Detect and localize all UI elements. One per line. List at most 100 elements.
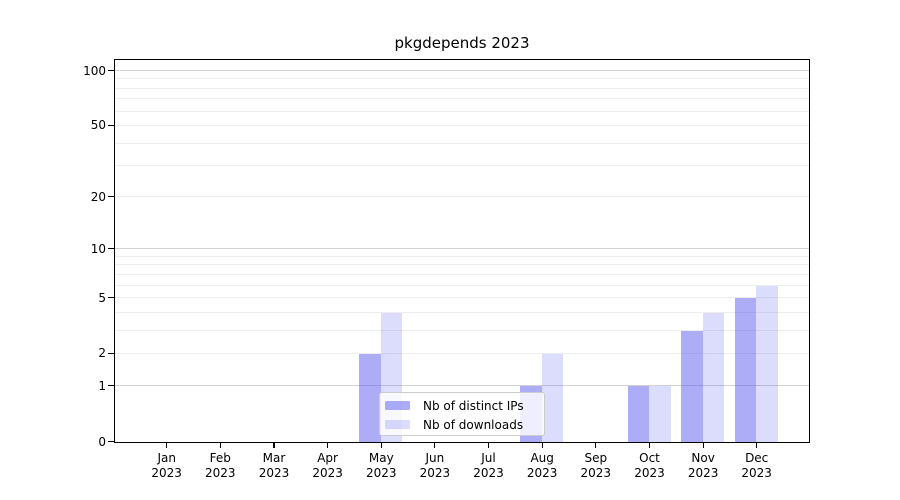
x-tick-month: Jul xyxy=(481,451,496,465)
x-tick-label: Jan 2023 xyxy=(135,451,199,481)
x-tick-month: May xyxy=(368,451,394,465)
x-tick-mark xyxy=(166,443,168,448)
y-gridline-minor xyxy=(115,98,809,100)
x-tick-mark xyxy=(380,443,382,448)
x-tick-year: 2023 xyxy=(741,466,772,480)
plot-area: Nb of distinct IPs Nb of downloads xyxy=(114,59,810,443)
x-tick-year: 2023 xyxy=(526,466,558,480)
y-tick-mark xyxy=(108,385,114,387)
x-tick-year: 2023 xyxy=(473,466,504,480)
x-tick-year: 2023 xyxy=(580,466,612,480)
bar-downloads xyxy=(649,386,671,442)
x-tick-month: Jan xyxy=(157,451,176,465)
x-tick-year: 2023 xyxy=(258,466,290,480)
x-tick-label: Nov 2023 xyxy=(671,451,735,481)
x-tick-label: Feb 2023 xyxy=(188,451,252,481)
y-gridline-minor xyxy=(115,297,809,298)
x-tick-label: Aug 2023 xyxy=(510,451,574,481)
x-tick-mark xyxy=(327,443,329,448)
bar-downloads xyxy=(541,353,564,442)
x-tick-year: 2023 xyxy=(312,466,343,480)
x-tick-label: Apr 2023 xyxy=(296,451,360,481)
y-tick-label: 2 xyxy=(98,346,106,361)
legend-item-distinct-ips: Nb of distinct IPs xyxy=(385,396,544,415)
y-gridline-minor xyxy=(115,255,809,257)
y-tick-label: 1 xyxy=(98,378,106,393)
x-tick-mark xyxy=(219,443,221,448)
bar-distinct-ips xyxy=(359,353,381,442)
legend-swatch-downloads xyxy=(385,420,410,429)
y-gridline-minor xyxy=(115,284,809,286)
x-tick-label: Dec 2023 xyxy=(725,451,789,481)
legend-swatch-distinct-ips xyxy=(385,401,410,410)
chart-title: pkgdepends 2023 xyxy=(394,34,530,52)
y-gridline-minor xyxy=(115,196,809,198)
bar-downloads xyxy=(756,285,778,442)
bar-distinct-ips xyxy=(627,386,649,442)
y-tick-mark xyxy=(108,196,114,198)
x-tick-mark xyxy=(487,443,490,448)
y-tick-label: 5 xyxy=(98,290,106,305)
bar-downloads xyxy=(702,312,725,442)
x-tick-label: May 2023 xyxy=(349,451,413,481)
y-gridline-minor xyxy=(115,164,809,166)
x-tick-month: Feb xyxy=(209,451,231,465)
y-tick-mark xyxy=(108,124,114,126)
x-tick-year: 2023 xyxy=(366,466,397,480)
y-gridline-minor xyxy=(115,78,809,80)
x-tick-month: Aug xyxy=(530,451,554,465)
x-tick-year: 2023 xyxy=(205,466,236,480)
y-gridline-major xyxy=(115,70,809,71)
y-gridline-minor xyxy=(115,273,809,275)
y-gridline-minor xyxy=(115,124,809,126)
legend: Nb of distinct IPs Nb of downloads xyxy=(379,392,545,436)
y-tick-label: 0 xyxy=(98,434,106,449)
x-tick-mark xyxy=(702,443,704,448)
y-gridline-minor xyxy=(115,87,809,89)
x-tick-month: Oct xyxy=(639,451,660,465)
y-tick-label: 50 xyxy=(90,118,106,133)
y-tick-mark xyxy=(108,440,114,443)
y-gridline-minor xyxy=(115,110,809,112)
x-tick-mark xyxy=(595,443,597,448)
y-tick-label: 20 xyxy=(90,189,106,204)
y-gridline-minor xyxy=(115,329,809,331)
x-tick-mark xyxy=(273,443,275,448)
y-gridline-minor xyxy=(115,264,809,266)
y-gridline-major xyxy=(115,248,809,250)
x-tick-month: Sep xyxy=(584,451,608,465)
x-tick-year: 2023 xyxy=(687,466,719,480)
x-tick-mark xyxy=(756,443,758,448)
x-tick-month: Apr xyxy=(317,451,338,465)
x-tick-label: Oct 2023 xyxy=(618,451,682,481)
x-tick-month: Mar xyxy=(262,451,286,465)
y-tick-label: 100 xyxy=(83,63,106,78)
legend-label-distinct-ips: Nb of distinct IPs xyxy=(423,398,524,413)
x-tick-label: Sep 2023 xyxy=(564,451,628,481)
bar-distinct-ips xyxy=(681,330,703,442)
y-tick-mark xyxy=(108,69,114,72)
x-tick-mark xyxy=(541,443,543,448)
legend-label-downloads: Nb of downloads xyxy=(423,417,524,432)
y-gridline-minor xyxy=(115,352,809,354)
x-tick-mark xyxy=(648,443,651,448)
x-tick-year: 2023 xyxy=(419,466,451,480)
x-tick-mark xyxy=(434,443,436,448)
y-tick-mark xyxy=(108,248,114,250)
x-tick-label: Jun 2023 xyxy=(403,451,467,481)
x-tick-month: Nov xyxy=(691,451,715,465)
x-tick-label: Jul 2023 xyxy=(457,451,521,481)
y-tick-mark xyxy=(108,296,114,299)
y-gridline-minor xyxy=(115,311,809,313)
legend-item-downloads: Nb of downloads xyxy=(385,415,544,434)
x-tick-year: 2023 xyxy=(634,466,665,480)
y-tick-mark xyxy=(108,352,114,354)
y-gridline-minor xyxy=(115,142,809,144)
bar-distinct-ips xyxy=(734,298,757,442)
y-tick-label: 10 xyxy=(90,241,106,256)
x-tick-month: Dec xyxy=(745,451,769,465)
x-tick-month: Jun xyxy=(425,451,445,465)
y-gridline-major xyxy=(115,385,809,387)
x-tick-label: Mar 2023 xyxy=(242,451,306,481)
